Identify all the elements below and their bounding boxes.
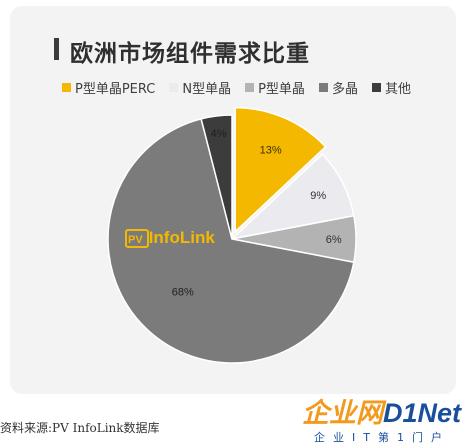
slice-label-3: 6%: [326, 234, 342, 246]
legend-label: 其他: [384, 82, 411, 97]
watermark-cn: 企业网: [302, 398, 383, 429]
legend-label: P型单晶: [258, 82, 305, 97]
title-accent-bar: [54, 38, 59, 60]
logo-text: PV InfoLink: [128, 228, 215, 247]
legend-swatch: [169, 83, 179, 92]
logo-frame: [125, 229, 149, 248]
legend-swatch: [318, 83, 328, 92]
legend-swatch: [62, 83, 71, 92]
watermark-d: D: [383, 398, 403, 428]
pie-slice-1: [234, 106, 327, 234]
pie-slice-5: [200, 114, 233, 240]
legend-item-other: 其他: [371, 78, 411, 97]
source-note: 资料来源:PV InfoLink数据库: [0, 421, 160, 435]
pie-slice-4: [107, 117, 355, 364]
legend-swatch: [371, 83, 381, 92]
slice-label-2: 9%: [310, 190, 326, 202]
legend-label: 多晶: [331, 82, 358, 97]
slice-label-5: 4%: [211, 128, 227, 140]
watermark-logo: 企业网D1Net 企业IT第1门户: [292, 398, 468, 444]
watermark-net: 1Net: [402, 398, 462, 428]
legend-label: N型单晶: [182, 82, 232, 97]
legend-swatch: [245, 83, 255, 92]
legend-item-n-mono: N型单晶: [169, 78, 231, 97]
watermark-main: 企业网D1Net: [302, 398, 461, 429]
legend-item-multi: 多晶: [318, 78, 358, 97]
legend-label: P型单晶PERC: [75, 82, 156, 97]
legend-item-p-perc: P型单晶PERC: [62, 78, 155, 97]
infolink-logo: PV InfoLink: [125, 228, 215, 248]
slice-label-1: 13%: [260, 145, 282, 157]
chart-title: 欧洲市场组件需求比重: [70, 41, 310, 67]
chart-legend: P型单晶PERC N型单晶 P型单晶 多晶 其他: [62, 78, 425, 97]
watermark-subtitle: 企业IT第1门户: [314, 431, 450, 444]
slice-label-4: 68%: [172, 286, 194, 298]
legend-item-p-mono: P型单晶: [245, 78, 305, 97]
